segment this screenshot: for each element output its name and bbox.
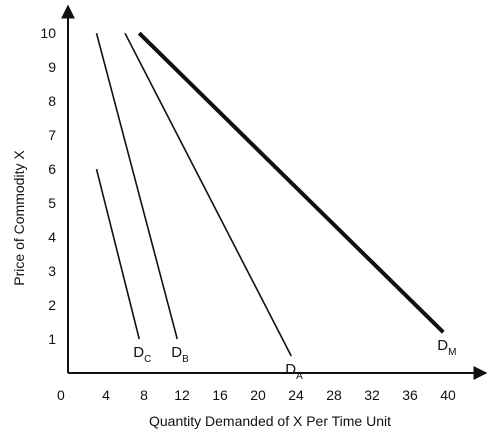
x-tick-label: 12 bbox=[174, 387, 190, 403]
y-tick-label: 6 bbox=[48, 161, 56, 177]
y-tick-label: 1 bbox=[48, 331, 56, 347]
x-tick-label: 32 bbox=[364, 387, 380, 403]
x-tick-label: 4 bbox=[102, 387, 110, 403]
y-tick-label: 3 bbox=[48, 263, 56, 279]
y-tick-label: 10 bbox=[40, 25, 56, 41]
y-tick-label: 4 bbox=[48, 229, 56, 245]
y-tick-label: 5 bbox=[48, 195, 56, 211]
x-tick-label: 36 bbox=[402, 387, 418, 403]
x-tick-label: 20 bbox=[250, 387, 266, 403]
y-tick-labels: 1 2 3 4 5 6 7 8 9 10 bbox=[40, 25, 56, 347]
x-tick-label: 24 bbox=[288, 387, 304, 403]
demand-curve-dc bbox=[95, 168, 141, 340]
demand-curve-da bbox=[124, 32, 292, 357]
curve-label-dm: DM bbox=[437, 337, 456, 358]
y-tick-label: 9 bbox=[48, 59, 56, 75]
x-tick-label: 28 bbox=[326, 387, 342, 403]
x-tick-label: 8 bbox=[140, 387, 148, 403]
curve-label-da: DA bbox=[285, 361, 303, 382]
x-tick-label: 40 bbox=[440, 387, 456, 403]
y-tick-label: 7 bbox=[48, 127, 56, 143]
y-axis-title: Price of Commodity X bbox=[11, 150, 27, 286]
y-tick-label: 2 bbox=[48, 297, 56, 313]
x-axis-title: Quantity Demanded of X Per Time Unit bbox=[149, 413, 391, 429]
demand-curves: DC DB DA DM bbox=[95, 31, 456, 382]
curve-label-dc: DC bbox=[133, 344, 151, 365]
demand-curve-db bbox=[95, 32, 179, 340]
x-tick-labels: 4 8 12 16 20 24 28 32 36 40 bbox=[102, 387, 456, 403]
x-tick-label: 16 bbox=[212, 387, 228, 403]
curve-label-db: DB bbox=[171, 344, 189, 365]
origin-label: 0 bbox=[57, 387, 65, 403]
y-tick-label: 8 bbox=[48, 93, 56, 109]
demand-curve-dm bbox=[137, 31, 445, 334]
